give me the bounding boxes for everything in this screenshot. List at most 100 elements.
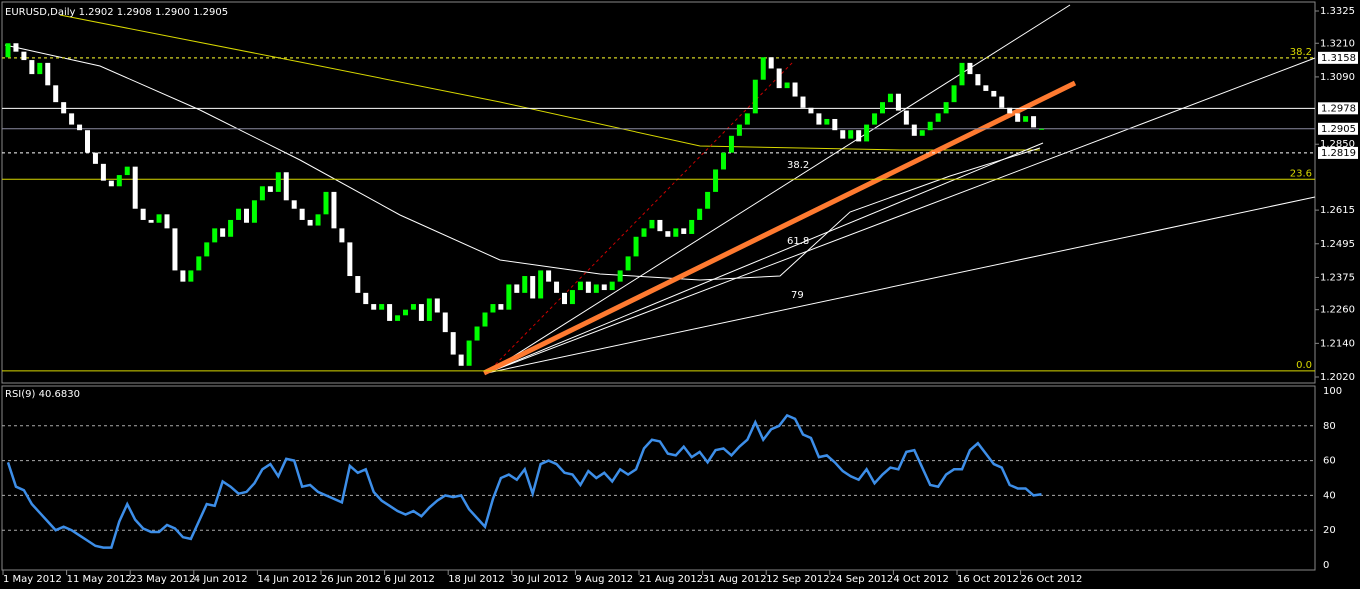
candle <box>172 228 178 271</box>
candle <box>21 51 27 61</box>
candle <box>85 130 90 153</box>
y-tick-label: 1.3090 <box>1320 72 1355 83</box>
candle <box>967 62 973 75</box>
x-tick-label: 26 Oct 2012 <box>1021 574 1083 585</box>
candle <box>983 85 989 91</box>
chart-title: EURUSD,Daily 1.2902 1.2908 1.2900 1.2905 <box>5 7 228 18</box>
candle <box>538 270 544 299</box>
candle <box>124 166 130 176</box>
rsi-line <box>6 413 1042 549</box>
candle <box>482 312 488 327</box>
candle <box>426 298 432 321</box>
fib-label: 0.0 <box>1296 360 1312 371</box>
candle <box>13 43 19 52</box>
x-tick-label: 23 May 2012 <box>130 574 195 585</box>
candle <box>108 180 114 187</box>
candle <box>800 96 806 108</box>
candle <box>705 191 711 209</box>
candle <box>283 172 289 201</box>
fan-label: 38.2 <box>787 160 809 171</box>
candle <box>999 96 1005 108</box>
candle <box>180 270 186 282</box>
y-tick-label: 0 <box>1323 560 1329 571</box>
candle <box>363 292 369 305</box>
candle <box>490 304 496 313</box>
fan-label: 79 <box>791 290 804 301</box>
candle <box>848 130 854 139</box>
y-tick-label: 1.2495 <box>1320 239 1355 250</box>
moving-average <box>4 44 1041 281</box>
candle <box>236 208 242 220</box>
candle <box>880 102 885 114</box>
candle <box>665 231 671 237</box>
candle <box>291 200 297 209</box>
fib-label: 23.6 <box>1290 168 1312 179</box>
level-box <box>1318 102 1358 115</box>
level-box <box>1318 146 1358 159</box>
candle <box>220 228 226 237</box>
candle <box>951 85 957 103</box>
x-tick-label: 12 Sep 2012 <box>766 574 829 585</box>
x-tick-label: 1 May 2012 <box>3 574 62 585</box>
candle <box>808 107 814 114</box>
candle <box>347 242 353 277</box>
candle <box>315 214 321 226</box>
y-tick-label: 1.2020 <box>1320 372 1355 383</box>
candle <box>275 172 281 192</box>
level-label: 1.2978 <box>1321 103 1356 114</box>
candle <box>506 284 512 310</box>
x-tick-label: 4 Oct 2012 <box>893 574 948 585</box>
candle <box>1039 128 1044 130</box>
candle <box>212 228 218 243</box>
candle <box>45 62 51 86</box>
y-tick-label: 1.3210 <box>1320 38 1355 49</box>
y-tick-label: 1.2140 <box>1320 338 1355 349</box>
candle <box>92 152 98 164</box>
candle <box>1007 107 1013 114</box>
drawings <box>4 4 1316 376</box>
candle <box>713 169 719 192</box>
candle <box>355 276 361 293</box>
candle <box>37 62 43 75</box>
candle <box>919 130 925 136</box>
candle <box>872 113 878 125</box>
candle <box>418 304 424 321</box>
candle <box>474 326 480 341</box>
candle <box>1023 116 1029 122</box>
candle <box>442 312 448 333</box>
moving-average <box>59 14 1040 151</box>
candle <box>299 208 305 220</box>
candle <box>617 270 623 282</box>
candle <box>307 219 313 226</box>
candle <box>721 152 726 170</box>
fan-line <box>486 142 1044 374</box>
candle <box>379 304 385 310</box>
candle <box>498 304 504 310</box>
candle <box>522 276 528 293</box>
candle <box>371 304 377 310</box>
candle <box>991 90 997 97</box>
candle <box>148 219 154 223</box>
candle <box>577 281 583 291</box>
y-tick-label: 80 <box>1323 421 1336 432</box>
rsi-frame <box>1 385 1316 571</box>
y-tick-label: 60 <box>1323 456 1336 467</box>
x-tick-label: 26 Jun 2012 <box>321 574 381 585</box>
fan-line <box>486 196 1316 374</box>
candle <box>164 214 170 229</box>
x-tick-label: 4 Jun 2012 <box>194 574 248 585</box>
candle <box>1015 113 1021 122</box>
fib-label: 38.2 <box>1290 47 1312 58</box>
candle <box>744 113 750 125</box>
x-tick-label: 11 May 2012 <box>67 574 132 585</box>
candle <box>259 186 265 201</box>
candle <box>339 228 345 243</box>
candle <box>585 281 591 293</box>
x-tick-label: 18 Jul 2012 <box>448 574 505 585</box>
y-tick-label: 1.2375 <box>1320 272 1355 283</box>
candle <box>760 57 766 80</box>
level-box <box>1318 51 1358 64</box>
candle <box>323 191 329 215</box>
candle <box>29 60 35 75</box>
